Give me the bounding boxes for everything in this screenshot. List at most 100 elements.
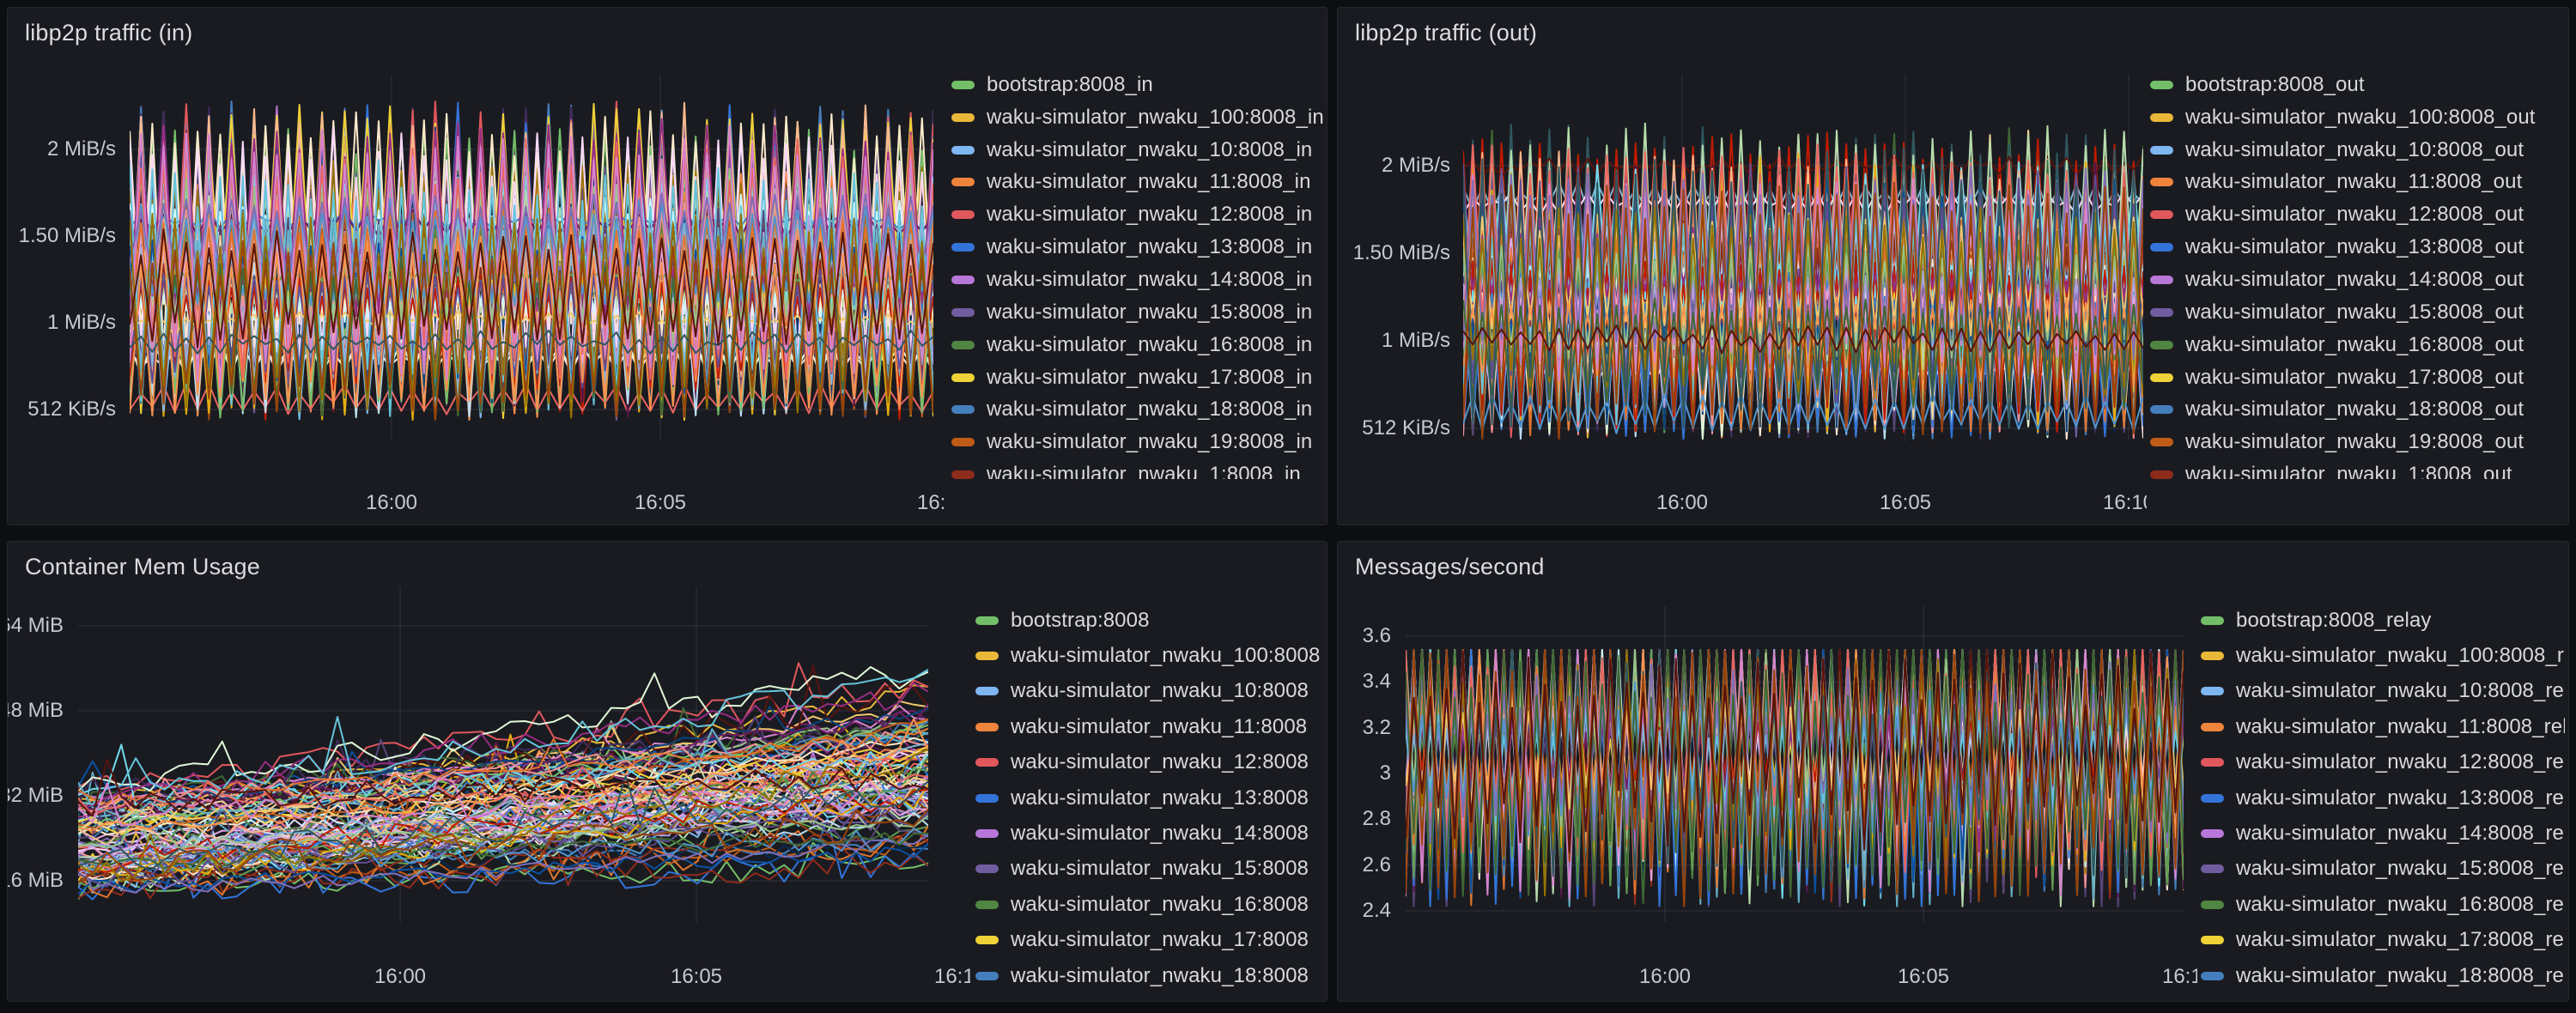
series-line bbox=[78, 728, 928, 818]
legend-label: waku-simulator_nwaku_13:8008_out bbox=[2185, 235, 2524, 259]
legend-item[interactable]: waku-simulator_nwaku_12:8008 bbox=[975, 745, 1323, 780]
series-line bbox=[78, 834, 928, 894]
legend-color-swatch bbox=[975, 971, 999, 980]
legend-item[interactable]: waku-simulator_nwaku_19:8008_in bbox=[951, 426, 1323, 458]
legend-label: waku-simulator_nwaku_18:8008_in bbox=[987, 397, 1313, 422]
legend-item[interactable]: waku-simulator_nwaku_17:8008_relay bbox=[2201, 923, 2565, 958]
legend-item[interactable]: waku-simulator_nwaku_13:8008_out bbox=[2150, 231, 2565, 264]
legend-label: waku-simulator_nwaku_14:8008 bbox=[1011, 822, 1309, 846]
legend-item[interactable]: waku-simulator_nwaku_14:8008_out bbox=[2150, 264, 2565, 296]
legend-item[interactable]: waku-simulator_nwaku_100:8008_relay bbox=[2201, 638, 2565, 673]
legend-label: bootstrap:8008_out bbox=[2185, 72, 2365, 96]
legend-item[interactable]: waku-simulator_nwaku_17:8008 bbox=[975, 923, 1323, 958]
x-axis: 16:00 16:05 16:10 bbox=[1338, 963, 2197, 991]
legend-item[interactable]: waku-simulator_nwaku_12:8008_relay bbox=[2201, 745, 2565, 780]
legend-item[interactable]: waku-simulator_nwaku_11:8008 bbox=[975, 709, 1323, 744]
legend-color-swatch bbox=[951, 275, 975, 284]
legend-color-swatch bbox=[975, 652, 999, 661]
series-line bbox=[1463, 147, 2143, 428]
x-axis-tick-label: 16:00 bbox=[365, 491, 418, 514]
legend-item[interactable]: waku-simulator_nwaku_16:8008_out bbox=[2150, 329, 2565, 361]
panel-title[interactable]: libp2p traffic (in) bbox=[25, 20, 193, 45]
legend-item[interactable]: waku-simulator_nwaku_15:8008_out bbox=[2150, 296, 2565, 329]
legend-color-swatch bbox=[951, 438, 975, 447]
legend-color-swatch bbox=[2150, 470, 2173, 479]
legend-item[interactable]: waku-simulator_nwaku_16:8008_in bbox=[951, 329, 1323, 361]
legend-label: waku-simulator_nwaku_19:8008_in bbox=[987, 430, 1313, 454]
legend-item[interactable]: waku-simulator_nwaku_13:8008_relay bbox=[2201, 780, 2565, 816]
series-line bbox=[78, 727, 928, 805]
legend-item[interactable]: waku-simulator_nwaku_10:8008 bbox=[975, 674, 1323, 709]
legend-item[interactable]: waku-simulator_nwaku_18:8008_out bbox=[2150, 393, 2565, 426]
legend-color-swatch bbox=[951, 210, 975, 220]
legend-item[interactable]: waku-simulator_nwaku_17:8008_out bbox=[2150, 361, 2565, 394]
y-axis-tick-label: 3.6 bbox=[1362, 624, 1391, 647]
chart-canvas[interactable] bbox=[1463, 75, 2143, 466]
legend-item[interactable]: waku-simulator_nwaku_15:8008 bbox=[975, 852, 1323, 887]
legend-item[interactable]: waku-simulator_nwaku_17:8008_in bbox=[951, 361, 1323, 394]
x-axis: 16:00 16:05 16:10 bbox=[8, 963, 970, 991]
series-line bbox=[78, 666, 928, 792]
legend-item[interactable]: waku-simulator_nwaku_10:8008_in bbox=[951, 134, 1323, 167]
legend-label: waku-simulator_nwaku_12:8008_in bbox=[987, 203, 1313, 227]
y-axis-tick-label: 64 MiB bbox=[8, 614, 64, 637]
legend-item[interactable]: waku-simulator_nwaku_10:8008_out bbox=[2150, 134, 2565, 167]
legend-item[interactable]: waku-simulator_nwaku_18:8008_relay bbox=[2201, 958, 2565, 993]
legend-color-swatch bbox=[975, 829, 999, 839]
legend-item[interactable]: waku-simulator_nwaku_18:8008_in bbox=[951, 393, 1323, 426]
chart-canvas[interactable] bbox=[78, 586, 928, 950]
legend-item[interactable]: waku-simulator_nwaku_15:8008_in bbox=[951, 296, 1323, 329]
legend-item[interactable]: waku-simulator_nwaku_15:8008_relay bbox=[2201, 852, 2565, 887]
legend-item[interactable]: waku-simulator_nwaku_100:8008_out bbox=[2150, 101, 2565, 134]
legend-item[interactable]: waku-simulator_nwaku_18:8008 bbox=[975, 958, 1323, 993]
legend-item[interactable]: waku-simulator_nwaku_12:8008_in bbox=[951, 198, 1323, 231]
legend-item[interactable]: waku-simulator_nwaku_13:8008_in bbox=[951, 231, 1323, 264]
panel-title[interactable]: libp2p traffic (out) bbox=[1355, 20, 1538, 45]
panel-title[interactable]: Messages/second bbox=[1355, 554, 1545, 579]
series-line bbox=[78, 767, 928, 889]
series-line bbox=[78, 832, 928, 869]
legend-item[interactable]: bootstrap:8008_in bbox=[951, 69, 1323, 101]
series-line bbox=[78, 841, 928, 901]
legend-item[interactable]: waku-simulator_nwaku_100:8008 bbox=[975, 638, 1323, 673]
legend-item[interactable]: waku-simulator_nwaku_16:8008_relay bbox=[2201, 887, 2565, 922]
legend-item[interactable]: waku-simulator_nwaku_14:8008 bbox=[975, 816, 1323, 851]
legend-item[interactable]: bootstrap:8008 bbox=[975, 603, 1323, 638]
legend-item[interactable]: waku-simulator_nwaku_16:8008 bbox=[975, 887, 1323, 922]
legend-label: waku-simulator_nwaku_18:8008_out bbox=[2185, 397, 2524, 422]
chart-canvas[interactable] bbox=[1406, 606, 2184, 949]
series-line bbox=[78, 835, 928, 884]
legend-item[interactable]: bootstrap:8008_out bbox=[2150, 69, 2565, 101]
legend-item[interactable]: waku-simulator_nwaku_11:8008_relay bbox=[2201, 709, 2565, 744]
legend-label: waku-simulator_nwaku_14:8008_in bbox=[987, 267, 1313, 291]
legend-item[interactable]: waku-simulator_nwaku_1:8008_out bbox=[2150, 458, 2565, 479]
legend-item[interactable]: waku-simulator_nwaku_1:8008_in bbox=[951, 458, 1323, 479]
chart-canvas[interactable] bbox=[130, 75, 933, 466]
legend-item[interactable]: waku-simulator_nwaku_11:8008_out bbox=[2150, 167, 2565, 199]
legend-item[interactable]: waku-simulator_nwaku_11:8008_in bbox=[951, 167, 1323, 199]
x-axis-tick-label: 16:10 bbox=[2102, 491, 2147, 514]
legend-item[interactable]: waku-simulator_nwaku_19:8008_out bbox=[2150, 426, 2565, 458]
y-axis-tick-label: 32 MiB bbox=[8, 784, 64, 807]
legend-label: waku-simulator_nwaku_13:8008_in bbox=[987, 235, 1313, 259]
legend-item[interactable]: waku-simulator_nwaku_10:8008_relay bbox=[2201, 674, 2565, 709]
x-axis-tick-label: 16:05 bbox=[1879, 491, 1932, 514]
series-line bbox=[78, 706, 928, 816]
panel-container-mem-usage: Container Mem Usage 64 MiB 48 MiB 32 MiB 16… bbox=[7, 541, 1327, 1002]
series-line bbox=[78, 682, 928, 808]
legend-color-swatch bbox=[2150, 438, 2173, 447]
legend-label: waku-simulator_nwaku_17:8008_out bbox=[2185, 365, 2524, 389]
y-axis-tick-label: 1 MiB/s bbox=[1381, 329, 1450, 352]
legend-item[interactable]: waku-simulator_nwaku_14:8008_relay bbox=[2201, 816, 2565, 851]
legend-item[interactable]: waku-simulator_nwaku_14:8008_in bbox=[951, 264, 1323, 296]
x-axis: 16:00 16:05 16:10 bbox=[8, 489, 945, 517]
legend-color-swatch bbox=[951, 405, 975, 415]
legend-item[interactable]: bootstrap:8008_relay bbox=[2201, 603, 2565, 638]
legend-item[interactable]: waku-simulator_nwaku_13:8008 bbox=[975, 780, 1323, 816]
series-line bbox=[78, 762, 928, 848]
panel-title[interactable]: Container Mem Usage bbox=[25, 554, 260, 579]
legend-item[interactable]: waku-simulator_nwaku_12:8008_out bbox=[2150, 198, 2565, 231]
legend-item[interactable]: waku-simulator_nwaku_100:8008_in bbox=[951, 101, 1323, 134]
x-axis-tick-label: 16:05 bbox=[1897, 965, 1950, 988]
panel-messages-per-second: Messages/second 3.6 3.4 3.2 3 2.8 2.6 2.4 16:00… bbox=[1337, 541, 2569, 1002]
